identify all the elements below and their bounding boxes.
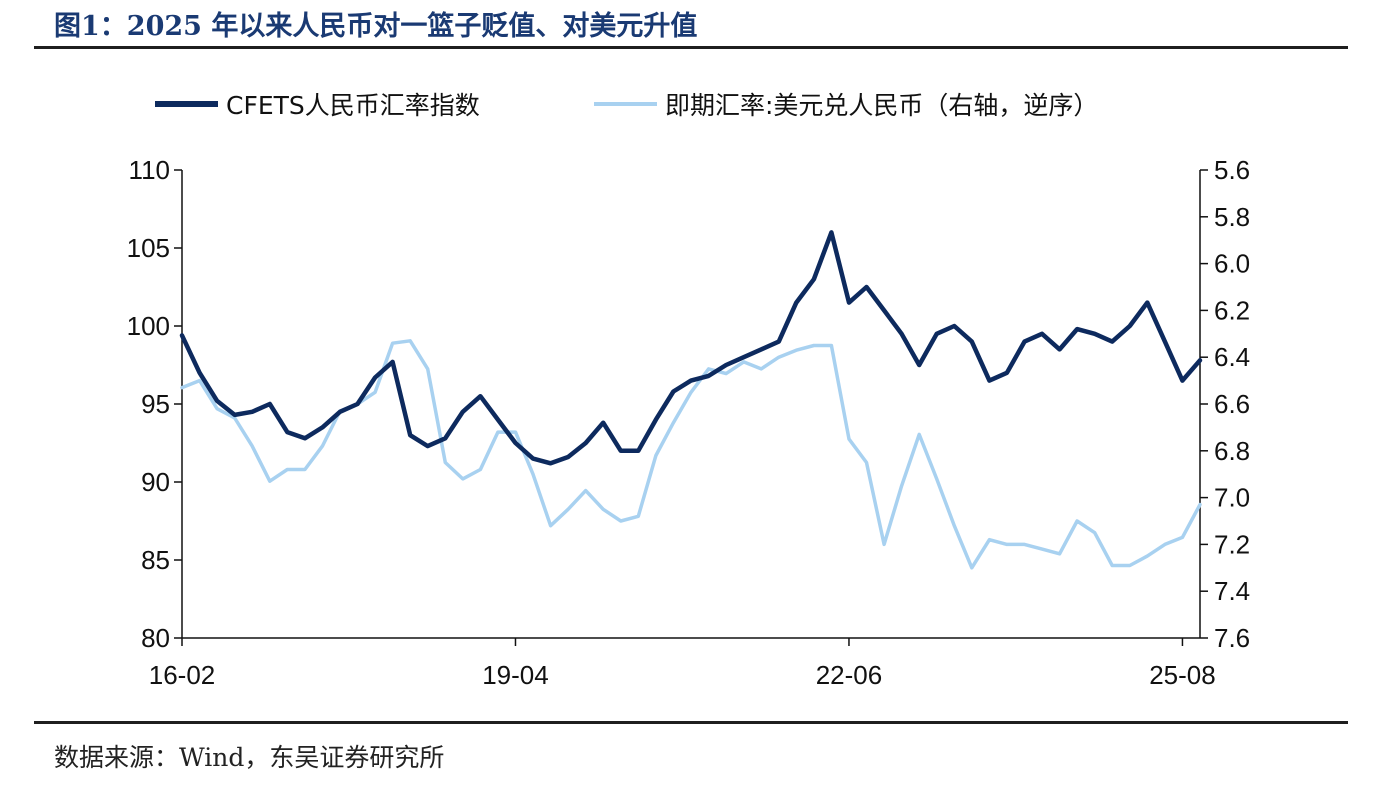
y-right-tick-label: 5.8 xyxy=(1214,202,1250,232)
y-right-tick-label: 5.6 xyxy=(1214,155,1250,185)
legend-label-cfets: CFETS人民币汇率指数 xyxy=(226,91,480,120)
y-left-tick-label: 85 xyxy=(141,545,170,575)
x-tick-label: 25-08 xyxy=(1149,660,1216,690)
source-note: 数据来源：Wind，东吴证券研究所 xyxy=(54,743,445,772)
y-right-tick-label: 6.6 xyxy=(1214,389,1250,419)
y-right-tick-label: 7.2 xyxy=(1214,529,1250,559)
series-cfets xyxy=(179,230,1203,466)
x-tick-label: 22-06 xyxy=(816,660,883,690)
y-left-tick-label: 105 xyxy=(127,233,170,263)
y-left-tick-label: 90 xyxy=(141,467,170,497)
y-left-tick-label: 100 xyxy=(127,311,170,341)
y-right-tick-label: 7.0 xyxy=(1214,483,1250,513)
y-right-tick-label: 6.0 xyxy=(1214,249,1250,279)
y-right-tick-label: 6.2 xyxy=(1214,295,1250,325)
y-right-tick-label: 7.4 xyxy=(1214,576,1250,606)
title-rule xyxy=(34,46,1348,49)
y-left-tick-label: 110 xyxy=(129,155,170,185)
x-tick-label: 19-04 xyxy=(482,660,549,690)
series-usdcny xyxy=(180,339,1202,570)
y-right-tick-label: 6.8 xyxy=(1214,436,1250,466)
y-right-tick-label: 6.4 xyxy=(1214,342,1250,372)
series-line-usdcny xyxy=(180,339,1202,570)
y-left-tick-label: 80 xyxy=(141,623,170,653)
legend: CFETS人民币汇率指数 即期汇率:美元兑人民币（右轴，逆序） xyxy=(155,91,1098,120)
chart: CFETS人民币汇率指数 即期汇率:美元兑人民币（右轴，逆序） 80 85 90 95… xyxy=(127,91,1251,690)
source-rule xyxy=(34,721,1348,724)
figure-title: 图1：2025 年以来人民币对一篮子贬值、对美元升值 xyxy=(54,11,698,42)
legend-label-usdcny: 即期汇率:美元兑人民币（右轴，逆序） xyxy=(665,91,1098,120)
y-right-tick-label: 7.6 xyxy=(1214,623,1250,653)
y-left-tick-label: 95 xyxy=(141,389,170,419)
axes: 80 85 90 95 100 105 110 5.6 5.8 6.0 6.2 6.4 6.6 6.8 7.… xyxy=(127,155,1251,690)
x-tick-label: 16-02 xyxy=(149,660,216,690)
series-line-cfets xyxy=(179,230,1203,466)
